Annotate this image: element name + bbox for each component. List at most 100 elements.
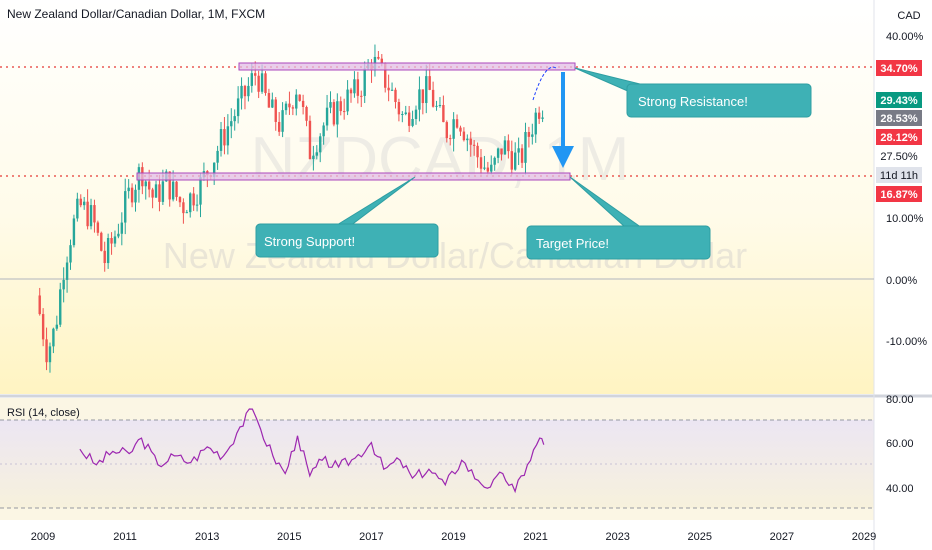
- candle-body: [445, 122, 448, 139]
- candle-body: [130, 187, 134, 203]
- candle-body: [178, 197, 182, 203]
- candle-body: [277, 121, 281, 132]
- candle-body: [490, 164, 493, 172]
- candle-body: [267, 93, 271, 108]
- svg-text:28.53%: 28.53%: [880, 113, 918, 125]
- candle-body: [86, 201, 89, 227]
- candle-body: [158, 184, 161, 202]
- candle-body: [59, 289, 62, 325]
- time-axis-label: 2011: [113, 531, 137, 543]
- candle-body: [390, 89, 394, 91]
- candle-body: [247, 85, 250, 97]
- candle-body: [401, 114, 404, 116]
- candle-body: [291, 107, 295, 109]
- candle-body: [189, 193, 192, 213]
- rsi-line: [79, 408, 545, 494]
- candle-body: [55, 324, 59, 329]
- candle-body: [260, 73, 264, 92]
- candle-body: [428, 76, 431, 90]
- candle-body: [472, 144, 476, 146]
- candle-body: [517, 148, 520, 153]
- candle-body: [305, 107, 308, 121]
- candle-body: [438, 105, 442, 107]
- candle-body: [161, 181, 165, 202]
- candle-body: [377, 56, 380, 59]
- resistance-zone-box[interactable]: [238, 62, 576, 71]
- candle-body: [527, 132, 531, 137]
- target-arrow[interactable]: [552, 72, 574, 168]
- candle-body: [41, 314, 45, 340]
- candle-body: [62, 279, 65, 290]
- candle-body: [147, 181, 151, 190]
- candle-body: [96, 222, 100, 233]
- candle-body: [380, 58, 383, 64]
- candle-body: [219, 129, 223, 151]
- rsi-tick: 80.00: [886, 394, 914, 406]
- time-axis-background: [0, 520, 874, 550]
- price-badge-high: 29.43%: [876, 92, 922, 108]
- candle-body: [325, 107, 329, 126]
- price-badge-close: 28.12%: [876, 129, 922, 145]
- candle-body: [195, 204, 199, 206]
- candle-body: [493, 157, 496, 165]
- time-axis-label: 2029: [852, 531, 876, 543]
- price-axis-background: [874, 0, 932, 550]
- candle-body: [397, 102, 401, 115]
- candle-body: [394, 89, 397, 103]
- candle-body: [319, 136, 322, 153]
- candle-body: [384, 63, 387, 88]
- candles-group: [38, 44, 544, 373]
- svg-text:34.70%: 34.70%: [880, 63, 918, 75]
- candle-body: [315, 152, 319, 156]
- candle-body: [301, 100, 305, 108]
- candle-body: [295, 94, 298, 109]
- target-callout[interactable]: Target Price!: [526, 225, 711, 260]
- candle-body: [339, 101, 342, 112]
- candle-body: [72, 218, 76, 246]
- candle-body: [271, 99, 274, 108]
- support-zone-box[interactable]: [136, 172, 571, 181]
- candle-body: [298, 94, 301, 101]
- candle-body: [514, 152, 517, 170]
- candle-body: [171, 181, 175, 200]
- candle-body: [284, 103, 288, 111]
- price-tick: 10.00%: [886, 213, 924, 225]
- price-tick: -10.00%: [886, 336, 927, 348]
- candle-body: [421, 89, 425, 104]
- candle-body: [226, 126, 230, 146]
- candle-body: [182, 202, 185, 214]
- candle-body: [455, 119, 459, 128]
- candle-body: [308, 120, 312, 160]
- watermark-symbol: NZDCAD, 1M: [251, 125, 630, 194]
- candle-body: [312, 155, 315, 160]
- svg-text:27.50%: 27.50%: [880, 151, 918, 163]
- candle-body: [353, 79, 356, 94]
- time-axis-label: 2017: [359, 531, 383, 543]
- countdown-badge: 11d 11h: [876, 167, 922, 183]
- time-axis[interactable]: 2009 2011 2013 2015 2017 2019 2021 2023 2025 2027…: [31, 531, 876, 543]
- candle-body: [387, 87, 390, 91]
- candle-body: [407, 112, 411, 126]
- currency-label: CAD: [897, 10, 920, 22]
- support-callout[interactable]: Strong Support!: [255, 223, 439, 258]
- candle-body: [322, 125, 325, 137]
- candle-body: [418, 89, 421, 110]
- svg-text:29.43%: 29.43%: [880, 95, 918, 107]
- candle-body: [89, 205, 93, 227]
- candle-body: [541, 117, 544, 119]
- candle-body: [233, 116, 236, 122]
- candle-body: [483, 167, 486, 169]
- candle-body: [45, 339, 48, 363]
- price-badge-support: 16.87%: [876, 186, 922, 202]
- candle-body: [524, 132, 527, 163]
- candle-body: [93, 205, 96, 223]
- candle-body: [106, 238, 110, 264]
- time-axis-label: 2023: [605, 531, 629, 543]
- candle-body: [452, 119, 455, 139]
- candle-body: [496, 148, 500, 158]
- candle-body: [520, 148, 524, 163]
- candle-body: [151, 189, 154, 198]
- resistance-callout[interactable]: Strong Resistance!: [626, 83, 812, 118]
